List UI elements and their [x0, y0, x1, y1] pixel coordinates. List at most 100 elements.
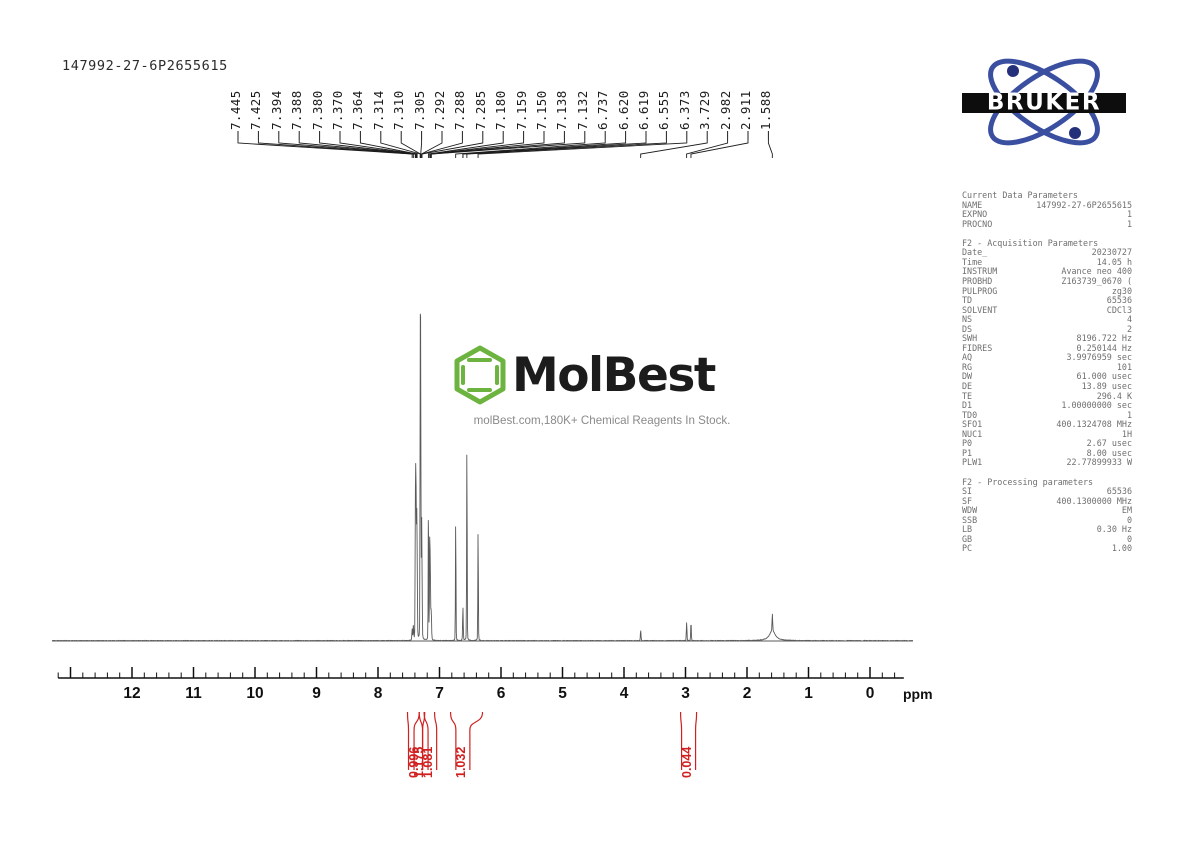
- param-name: TE: [962, 390, 973, 401]
- param-row: Time 14.05 h: [962, 256, 1132, 268]
- param-name: P0: [962, 438, 973, 449]
- param-value: 13.89 usec: [1081, 381, 1132, 392]
- param-name: LB: [962, 524, 973, 535]
- axis-unit-label: ppm: [903, 686, 933, 702]
- param-value: 65536: [1106, 295, 1132, 306]
- param-row: DW 61.000 usec: [962, 372, 1132, 382]
- param-name: DS: [962, 323, 973, 334]
- param-name: PC: [962, 543, 973, 554]
- axis-tick-label: 8: [373, 685, 383, 702]
- param-value: Z163739_0670 (: [1061, 276, 1132, 287]
- param-value: 0: [1126, 533, 1132, 544]
- param-sections: Current Data Parameters NAME 147992-27-6P2…: [962, 191, 1132, 554]
- axis-tick-label: 7: [435, 685, 444, 702]
- param-value: 1H: [1121, 428, 1132, 439]
- param-row: DS 2: [962, 323, 1132, 335]
- param-name: PROBHD: [962, 276, 993, 287]
- param-value: 8.00 usec: [1086, 447, 1132, 458]
- param-row: DE 13.89 usec: [962, 381, 1132, 392]
- param-row: EXPNO 1: [962, 210, 1132, 220]
- axis-tick-label: 1: [804, 685, 813, 702]
- param-name: Time: [962, 256, 983, 267]
- param-row: PC 1.00: [962, 544, 1132, 554]
- param-row: NAME 147992-27-6P2655615: [962, 199, 1132, 211]
- param-name: SI: [962, 486, 973, 497]
- param-value: 3.9976959 sec: [1066, 352, 1132, 363]
- param-row: AQ 3.9976959 sec: [962, 353, 1132, 363]
- page-title: 147992-27-6P2655615: [62, 58, 228, 74]
- axis-tick-label: 10: [246, 685, 264, 702]
- param-value: 65536: [1106, 486, 1132, 497]
- param-value: 61.000 usec: [1076, 371, 1132, 382]
- param-name: RG: [962, 361, 973, 372]
- param-row: P0 2.67 usec: [962, 439, 1132, 449]
- param-value: 400.1300000 MHz: [1056, 495, 1132, 506]
- axis-tick-label: 6: [496, 685, 506, 702]
- param-row: TD 65536: [962, 296, 1132, 306]
- param-value: Avance neo 400: [1061, 266, 1132, 277]
- axis-tick-label: 0: [865, 685, 875, 702]
- axis-tick-label: 2: [742, 685, 752, 702]
- param-name: TD: [962, 295, 973, 306]
- param-value: 8196.722 Hz: [1076, 333, 1132, 344]
- param-value: 1: [1126, 218, 1132, 229]
- param-row: TE 296.4 K: [962, 390, 1132, 402]
- param-value: EM: [1121, 505, 1132, 516]
- molbest-tagline: molBest.com,180K+ Chemical Reagents In S…: [473, 414, 731, 427]
- param-value: 4: [1126, 314, 1132, 325]
- param-row: SWH 8196.722 Hz: [962, 334, 1132, 344]
- param-row: PROBHD Z163739_0670 (: [962, 276, 1132, 287]
- param-row: Date_ 20230727: [962, 248, 1132, 258]
- param-name: SOLVENT: [962, 304, 998, 315]
- param-value: 0.250144 Hz: [1076, 342, 1132, 353]
- param-value: 22.77899933 W: [1066, 457, 1132, 468]
- axis-tick-label: 11: [185, 685, 202, 702]
- param-name: SSB: [962, 514, 978, 525]
- param-value: 2: [1126, 323, 1132, 334]
- param-value: 1: [1126, 409, 1132, 420]
- param-name: SWH: [962, 333, 978, 344]
- param-name: SFO1: [962, 419, 983, 430]
- param-name: NAME: [962, 199, 983, 210]
- axis-tick-label: 5: [558, 685, 567, 702]
- param-name: INSTRUM: [962, 266, 998, 277]
- param-row: PLW1 22.77899933 W: [962, 458, 1132, 468]
- integral-label: 1.081: [420, 746, 435, 778]
- param-name: EXPNO: [962, 209, 988, 220]
- param-name: DE: [962, 381, 973, 392]
- integral-label: 0.044: [679, 746, 694, 778]
- param-value: 2.67 usec: [1086, 438, 1132, 449]
- param-row: SI 65536: [962, 486, 1132, 497]
- param-name: NUC1: [962, 428, 983, 439]
- param-value: 101: [1116, 361, 1132, 372]
- hexagon-benzene-icon: [454, 345, 506, 405]
- axis-tick-label: 9: [312, 685, 321, 702]
- param-value: 400.1324708 MHz: [1056, 419, 1132, 430]
- axis-tick-label: 4: [619, 685, 629, 702]
- axis-tick-label: 3: [681, 685, 690, 702]
- param-name: TD0: [962, 409, 978, 420]
- param-value: 1.00000000 sec: [1061, 400, 1132, 411]
- param-row: LB 0.30 Hz: [962, 525, 1132, 535]
- param-value: 1: [1126, 209, 1132, 220]
- param-name: PROCNO: [962, 218, 993, 229]
- axis-tick-label: 12: [123, 685, 141, 702]
- bruker-wordmark: BRUKER: [962, 90, 1126, 116]
- param-row: SSB 0: [962, 514, 1132, 526]
- param-row: PULPROG zg30: [962, 285, 1132, 297]
- param-row: D1 1.00000000 sec: [962, 401, 1132, 411]
- param-row: WDW EM: [962, 506, 1132, 516]
- param-name: PULPROG: [962, 285, 998, 296]
- param-row: RG 101: [962, 361, 1132, 373]
- param-value: 0: [1126, 514, 1132, 525]
- param-row: PROCNO 1: [962, 218, 1132, 230]
- param-name: SF: [962, 495, 973, 506]
- param-name: WDW: [962, 505, 978, 516]
- param-value: 1.00: [1111, 543, 1132, 554]
- molbest-wordmark: MolBest: [512, 347, 716, 403]
- param-row: NS 4: [962, 315, 1132, 325]
- param-row: SF 400.1300000 MHz: [962, 495, 1132, 507]
